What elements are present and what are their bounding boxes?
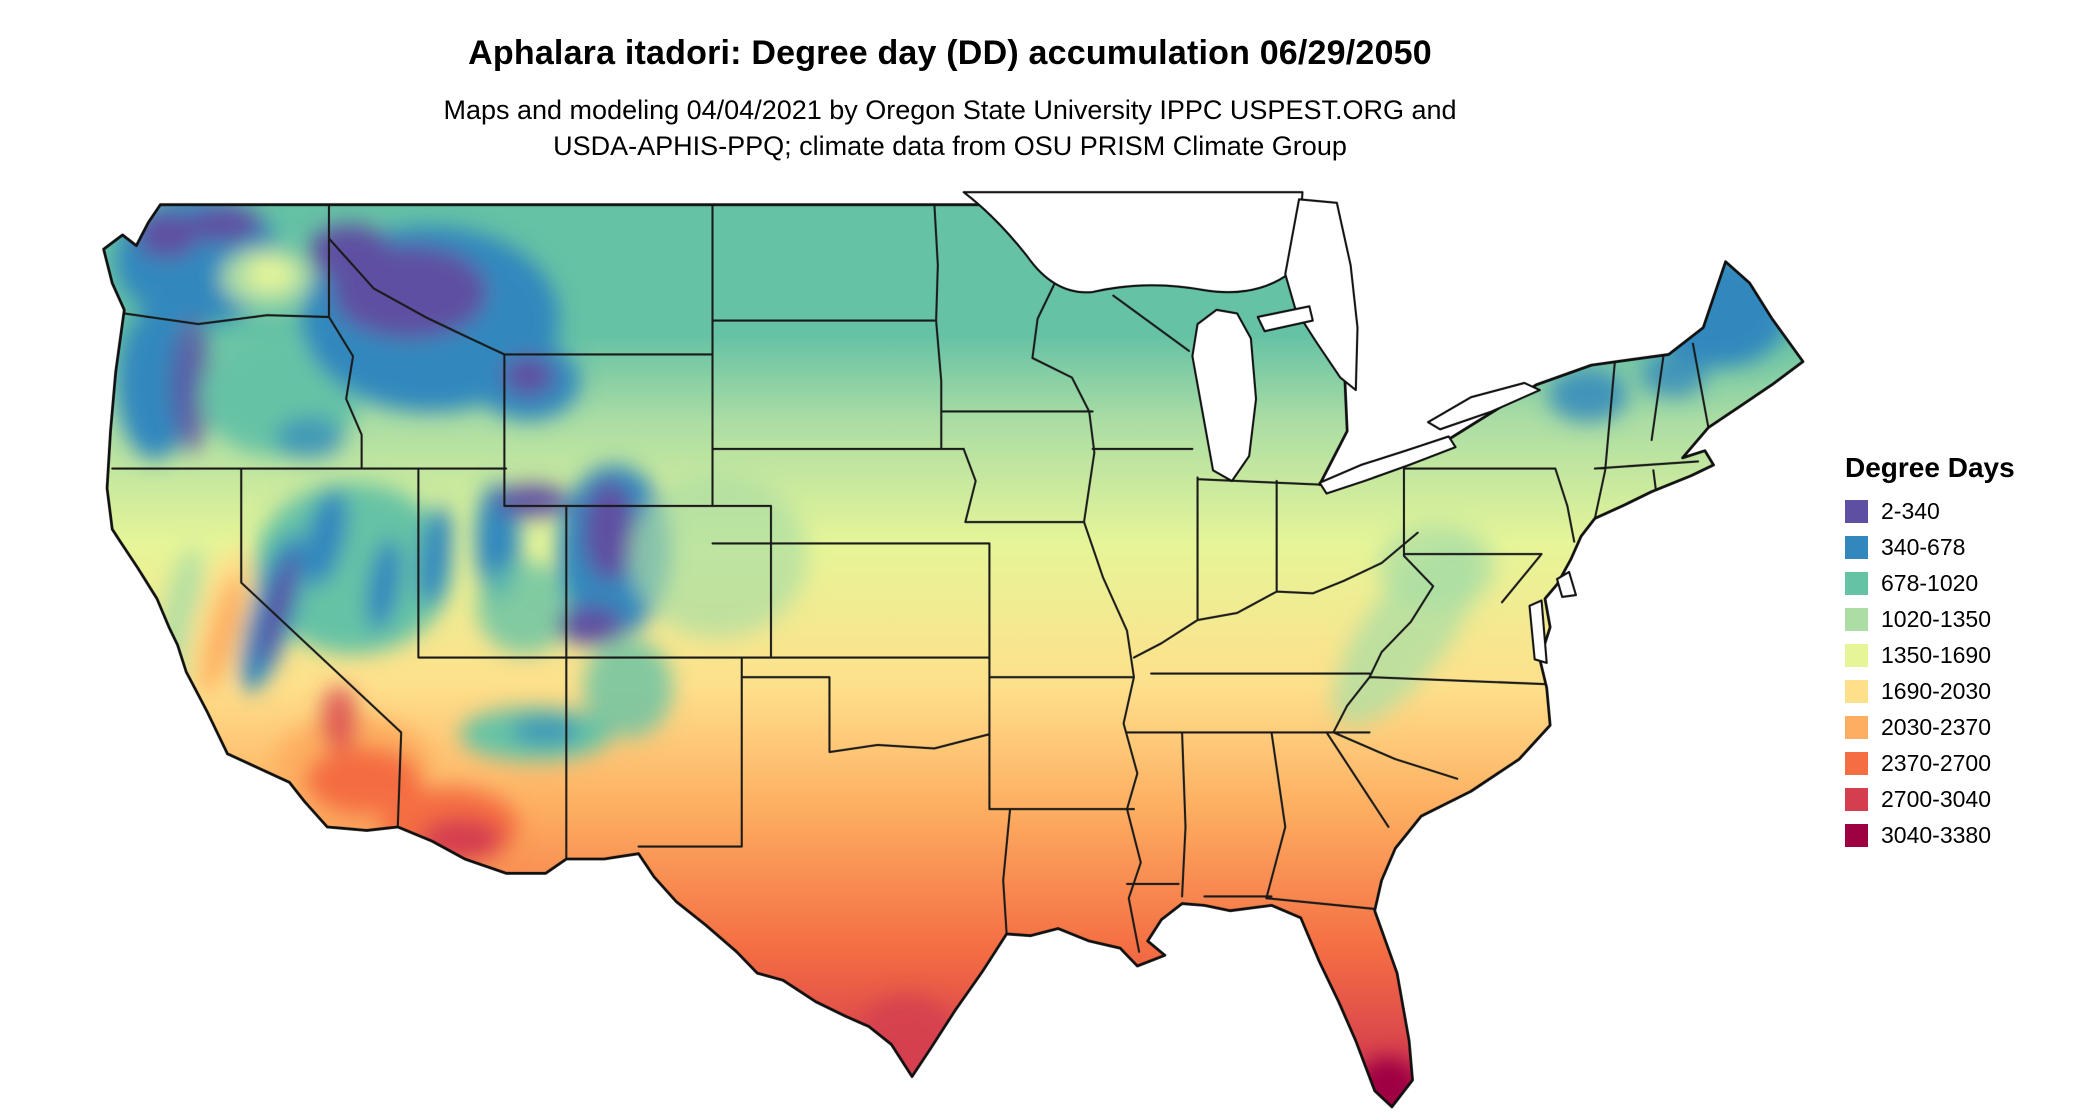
mackinac-strait [1256, 305, 1314, 333]
legend-swatch [1845, 536, 1868, 559]
us-degree-day-map [95, 185, 1815, 1116]
legend-label: 3040-3380 [1881, 822, 1991, 848]
legend-label: 2370-2700 [1881, 750, 1991, 776]
legend-item: 1690-2030 [1845, 678, 2015, 704]
legend-label: 1020-1350 [1881, 606, 1991, 632]
legend-item: 2-340 [1845, 498, 2015, 524]
legend-swatch [1845, 824, 1868, 847]
delaware-bay [1555, 570, 1577, 598]
chesapeake-bay [1528, 599, 1548, 664]
legend-swatch [1845, 788, 1868, 811]
legend-label: 1690-2030 [1881, 678, 1991, 704]
legend-item: 340-678 [1845, 534, 2015, 560]
state-boundaries [111, 204, 1710, 953]
legend-label: 678-1020 [1881, 570, 1979, 596]
legend-item: 2030-2370 [1845, 714, 2015, 740]
us-outline [102, 203, 1805, 1109]
great-lakes [962, 191, 1577, 664]
map-title: Aphalara itadori: Degree day (DD) accumu… [468, 34, 1432, 72]
legend-label: 2-340 [1881, 498, 1940, 524]
legend-label: 340-678 [1881, 534, 1966, 560]
legend-item: 678-1020 [1845, 570, 2015, 596]
legend-swatch [1845, 572, 1868, 595]
lake-huron [1284, 198, 1359, 392]
lake-superior [962, 191, 1304, 294]
legend-swatch [1845, 608, 1868, 631]
legend-label: 1350-1690 [1881, 642, 1991, 668]
legend-swatch [1845, 680, 1868, 703]
map-subtitle-line2: USDA-APHIS-PPQ; climate data from OSU PR… [553, 131, 1347, 161]
degree-day-surface [103, 204, 1803, 1107]
legend-item: 2370-2700 [1845, 750, 2015, 776]
legend-item: 2700-3040 [1845, 786, 2015, 812]
legend-item: 1020-1350 [1845, 606, 2015, 632]
legend: Degree Days 2-340 340-678 678-1020 1020-… [1845, 452, 2015, 860]
legend-swatch [1845, 500, 1868, 523]
lake-ontario [1426, 381, 1541, 431]
legend-label: 2700-3040 [1881, 786, 1991, 812]
legend-item: 1350-1690 [1845, 642, 2015, 668]
lake-erie [1318, 435, 1457, 495]
legend-item: 3040-3380 [1845, 822, 2015, 848]
us-map-svg [102, 191, 1805, 1109]
legend-swatch [1845, 752, 1868, 775]
legend-title: Degree Days [1845, 452, 2015, 483]
map-subtitle: Maps and modeling 04/04/2021 by Oregon S… [100, 92, 1800, 164]
legend-label: 2030-2370 [1881, 714, 1991, 740]
legend-swatch [1845, 644, 1868, 667]
lake-michigan [1191, 308, 1258, 483]
map-subtitle-line1: Maps and modeling 04/04/2021 by Oregon S… [443, 95, 1457, 125]
legend-swatch [1845, 716, 1868, 739]
